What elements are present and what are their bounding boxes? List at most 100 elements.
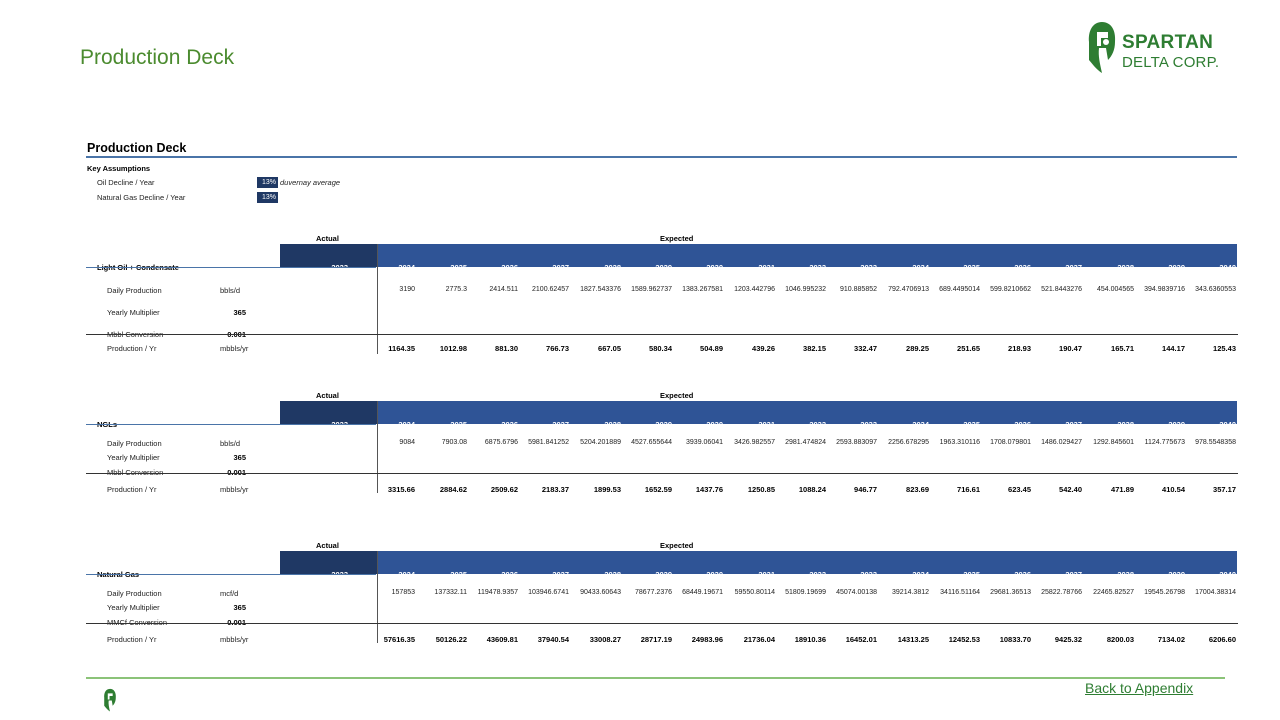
daily-production-cell[interactable]: 3190: [399, 286, 415, 293]
production-per-year-cell[interactable]: 542.40: [1059, 485, 1082, 494]
production-per-year-cell[interactable]: 766.73: [546, 344, 569, 353]
production-per-year-cell[interactable]: 251.65: [957, 344, 980, 353]
production-per-year-cell[interactable]: 289.25: [906, 344, 929, 353]
production-per-year-cell[interactable]: 357.17: [1213, 485, 1236, 494]
production-per-year-cell[interactable]: 1899.53: [593, 485, 621, 494]
production-per-year-cell[interactable]: 2183.37: [541, 485, 569, 494]
production-per-year-cell[interactable]: 504.89: [700, 344, 723, 353]
daily-production-cell[interactable]: 5204.201889: [580, 439, 621, 446]
yearly-multiplier-value[interactable]: 365: [233, 453, 246, 462]
production-per-year-cell[interactable]: 37940.54: [537, 635, 569, 644]
production-per-year-cell[interactable]: 57616.35: [383, 635, 415, 644]
daily-production-cell[interactable]: 689.4495014: [939, 286, 980, 293]
daily-production-cell[interactable]: 51809.19699: [785, 589, 826, 596]
daily-production-cell[interactable]: 2593.883097: [836, 439, 877, 446]
daily-production-cell[interactable]: 137332.11: [434, 589, 467, 596]
daily-production-cell[interactable]: 6875.6796: [484, 439, 518, 446]
daily-production-cell[interactable]: 39214.3812: [892, 589, 929, 596]
daily-production-cell[interactable]: 22465.82527: [1093, 589, 1134, 596]
daily-production-cell[interactable]: 2981.474824: [785, 439, 826, 446]
production-per-year-cell[interactable]: 410.54: [1162, 485, 1185, 494]
production-per-year-cell[interactable]: 28717.19: [640, 635, 672, 644]
production-per-year-cell[interactable]: 21736.04: [743, 635, 775, 644]
production-per-year-cell[interactable]: 9425.32: [1054, 635, 1082, 644]
daily-production-cell[interactable]: 1827.543376: [580, 286, 621, 293]
daily-production-cell[interactable]: 1589.962737: [631, 286, 672, 293]
back-to-appendix-link[interactable]: Back to Appendix: [1085, 680, 1194, 696]
daily-production-cell[interactable]: 59550.80114: [734, 589, 775, 596]
gas-decline-value[interactable]: 13%: [257, 192, 278, 203]
daily-production-cell[interactable]: 157853: [391, 589, 415, 596]
production-per-year-cell[interactable]: 946.77: [854, 485, 877, 494]
conversion-value[interactable]: 0.001: [186, 468, 246, 477]
daily-production-cell[interactable]: 1292.845601: [1093, 439, 1134, 446]
production-per-year-cell[interactable]: 10833.70: [999, 635, 1031, 644]
production-per-year-cell[interactable]: 332.47: [854, 344, 877, 353]
daily-production-cell[interactable]: 1383.267581: [682, 286, 723, 293]
daily-production-cell[interactable]: 2775.3: [445, 286, 467, 293]
yearly-multiplier-value[interactable]: 365: [233, 308, 246, 317]
production-per-year-cell[interactable]: 716.61: [957, 485, 980, 494]
daily-production-cell[interactable]: 4527.655644: [631, 439, 672, 446]
production-per-year-cell[interactable]: 1164.35: [388, 344, 415, 353]
production-per-year-cell[interactable]: 8200.03: [1106, 635, 1134, 644]
daily-production-cell[interactable]: 19545.26798: [1144, 589, 1185, 596]
production-per-year-cell[interactable]: 471.89: [1111, 485, 1134, 494]
oil-decline-value[interactable]: 13%: [257, 177, 278, 188]
daily-production-cell[interactable]: 2414.511: [489, 286, 518, 293]
production-per-year-cell[interactable]: 144.17: [1162, 344, 1185, 353]
daily-production-cell[interactable]: 454.004565: [1097, 286, 1134, 293]
daily-production-cell[interactable]: 103946.6741: [528, 589, 569, 596]
production-per-year-cell[interactable]: 12452.53: [948, 635, 980, 644]
daily-production-cell[interactable]: 1124.775673: [1144, 439, 1185, 446]
daily-production-cell[interactable]: 1708.079801: [990, 439, 1031, 446]
production-per-year-cell[interactable]: 218.93: [1008, 344, 1031, 353]
daily-production-cell[interactable]: 7903.08: [441, 439, 467, 446]
production-per-year-cell[interactable]: 43609.81: [486, 635, 518, 644]
daily-production-cell[interactable]: 978.5548358: [1195, 439, 1236, 446]
production-per-year-cell[interactable]: 2884.62: [439, 485, 467, 494]
daily-production-cell[interactable]: 910.885852: [840, 286, 877, 293]
daily-production-cell[interactable]: 1203.442796: [734, 286, 775, 293]
daily-production-cell[interactable]: 25822.78766: [1041, 589, 1082, 596]
daily-production-cell[interactable]: 3426.982557: [734, 439, 775, 446]
production-per-year-cell[interactable]: 165.71: [1111, 344, 1134, 353]
production-per-year-cell[interactable]: 50126.22: [435, 635, 467, 644]
production-per-year-cell[interactable]: 190.47: [1059, 344, 1082, 353]
production-per-year-cell[interactable]: 580.34: [649, 344, 672, 353]
production-per-year-cell[interactable]: 14313.25: [897, 635, 929, 644]
daily-production-cell[interactable]: 34116.51164: [940, 589, 980, 596]
daily-production-cell[interactable]: 5981.841252: [528, 439, 569, 446]
production-per-year-cell[interactable]: 7134.02: [1157, 635, 1185, 644]
daily-production-cell[interactable]: 3939.06041: [686, 439, 723, 446]
daily-production-cell[interactable]: 90433.60643: [580, 589, 621, 596]
daily-production-cell[interactable]: 2100.62457: [532, 286, 569, 293]
yearly-multiplier-value[interactable]: 365: [233, 603, 246, 612]
daily-production-cell[interactable]: 78677.2376: [635, 589, 672, 596]
production-per-year-cell[interactable]: 125.43: [1213, 344, 1236, 353]
daily-production-cell[interactable]: 119478.9357: [477, 589, 518, 596]
production-per-year-cell[interactable]: 1088.24: [798, 485, 826, 494]
daily-production-cell[interactable]: 343.6360553: [1195, 286, 1236, 293]
production-per-year-cell[interactable]: 1437.76: [695, 485, 723, 494]
production-per-year-cell[interactable]: 382.15: [803, 344, 826, 353]
daily-production-cell[interactable]: 1486.029427: [1041, 439, 1082, 446]
daily-production-cell[interactable]: 521.8443276: [1041, 286, 1082, 293]
production-per-year-cell[interactable]: 18910.36: [794, 635, 826, 644]
production-per-year-cell[interactable]: 33008.27: [589, 635, 621, 644]
production-per-year-cell[interactable]: 823.69: [906, 485, 929, 494]
conversion-value[interactable]: 0.001: [186, 618, 246, 627]
production-per-year-cell[interactable]: 667.05: [598, 344, 621, 353]
daily-production-cell[interactable]: 29681.36513: [990, 589, 1031, 596]
production-per-year-cell[interactable]: 623.45: [1008, 485, 1031, 494]
daily-production-cell[interactable]: 9084: [399, 439, 415, 446]
daily-production-cell[interactable]: 45074.00138: [836, 589, 877, 596]
production-per-year-cell[interactable]: 1652.59: [644, 485, 672, 494]
daily-production-cell[interactable]: 394.9839716: [1144, 286, 1185, 293]
production-per-year-cell[interactable]: 1012.98: [439, 344, 467, 353]
production-per-year-cell[interactable]: 16452.01: [845, 635, 877, 644]
daily-production-cell[interactable]: 68449.19671: [682, 589, 723, 596]
production-per-year-cell[interactable]: 2509.62: [490, 485, 518, 494]
production-per-year-cell[interactable]: 881.30: [495, 344, 518, 353]
production-per-year-cell[interactable]: 439.26: [752, 344, 775, 353]
